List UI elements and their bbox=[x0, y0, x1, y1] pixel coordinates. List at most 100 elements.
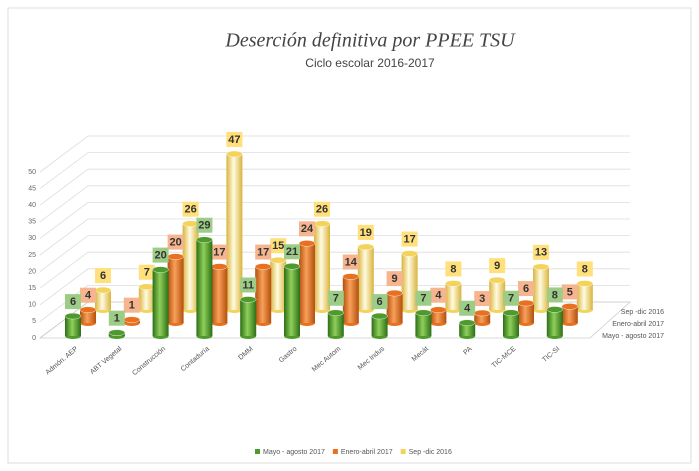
bar-top bbox=[211, 263, 228, 270]
bar bbox=[138, 283, 156, 313]
bar-body bbox=[196, 239, 213, 336]
depth-label: Sep -dic 2016 bbox=[621, 309, 664, 316]
bar-body bbox=[152, 269, 169, 336]
bar-top bbox=[123, 316, 141, 323]
legend-label: Mayo - agosto 2017 bbox=[263, 449, 325, 456]
bar bbox=[255, 263, 272, 326]
value-label: 15 bbox=[272, 240, 284, 252]
legend-label: Sep -dic 2016 bbox=[409, 449, 452, 456]
bar-body bbox=[80, 309, 96, 323]
bar-top bbox=[474, 309, 491, 317]
grid-line bbox=[39, 235, 630, 272]
value-label: 19 bbox=[360, 227, 372, 239]
bar bbox=[546, 306, 563, 339]
bar bbox=[327, 309, 344, 339]
value-label-box bbox=[108, 310, 125, 326]
value-label: 17 bbox=[213, 246, 225, 258]
bar bbox=[415, 309, 432, 339]
value-label: 8 bbox=[450, 263, 456, 275]
bar bbox=[79, 306, 97, 326]
value-label-box bbox=[255, 244, 272, 260]
y-tick-label: 5 bbox=[32, 318, 36, 325]
value-label: 24 bbox=[301, 223, 314, 235]
bar-top bbox=[138, 283, 156, 290]
value-label: 4 bbox=[435, 290, 442, 302]
value-label: 8 bbox=[552, 289, 558, 301]
bar-body bbox=[255, 266, 272, 323]
bar-body bbox=[459, 322, 476, 336]
bar-body bbox=[533, 266, 549, 310]
value-label: 4 bbox=[85, 290, 92, 302]
bar bbox=[167, 253, 184, 326]
bar-top bbox=[445, 280, 462, 287]
bar-body bbox=[314, 223, 330, 310]
bar-body bbox=[503, 312, 519, 336]
bar-body bbox=[489, 280, 506, 310]
legend-label: Enero-abril 2017 bbox=[341, 449, 393, 456]
value-label: 26 bbox=[316, 204, 328, 216]
y-tick-label: 45 bbox=[28, 185, 36, 192]
value-label-box bbox=[503, 290, 519, 306]
value-label: 8 bbox=[582, 263, 588, 275]
value-label: 1 bbox=[114, 313, 120, 325]
bar-body bbox=[138, 286, 155, 310]
value-label-box bbox=[474, 291, 491, 307]
bar-body bbox=[327, 312, 344, 336]
bar-body bbox=[342, 276, 359, 323]
bar-body bbox=[430, 309, 447, 323]
bar bbox=[459, 319, 476, 339]
grid-line bbox=[39, 152, 630, 189]
bar-top bbox=[226, 150, 243, 158]
bar bbox=[152, 266, 169, 339]
bar-top bbox=[182, 220, 199, 227]
value-label-box bbox=[533, 244, 549, 260]
bar-body bbox=[415, 312, 432, 336]
bar-body bbox=[270, 260, 287, 310]
bar bbox=[182, 220, 199, 313]
bar bbox=[532, 263, 550, 313]
bar bbox=[474, 309, 491, 326]
value-label-box bbox=[445, 261, 462, 277]
bar-body bbox=[240, 299, 257, 336]
value-label: 29 bbox=[198, 220, 210, 232]
depth-label: Mayo - agosto 2017 bbox=[602, 333, 664, 340]
value-label-box bbox=[152, 247, 169, 263]
bar-body bbox=[299, 243, 315, 323]
bar bbox=[123, 316, 141, 326]
bar-body bbox=[95, 290, 111, 310]
value-label-box bbox=[386, 271, 403, 287]
value-label: 9 bbox=[494, 260, 500, 272]
value-label: 1 bbox=[129, 300, 135, 312]
value-label: 17 bbox=[257, 246, 269, 258]
value-label: 9 bbox=[392, 273, 398, 285]
bar-top bbox=[108, 329, 126, 336]
y-tick-label: 15 bbox=[28, 285, 36, 292]
value-label: 17 bbox=[403, 233, 415, 245]
bar-body bbox=[386, 293, 403, 323]
grid-line bbox=[39, 185, 630, 223]
legend-swatch bbox=[400, 449, 406, 454]
value-label-box bbox=[226, 131, 243, 147]
value-label-box bbox=[430, 287, 447, 303]
bar bbox=[270, 257, 287, 313]
bar bbox=[561, 303, 578, 326]
value-label-box bbox=[80, 287, 96, 303]
value-label-box bbox=[138, 264, 155, 280]
bar-body bbox=[546, 309, 563, 336]
bar-top bbox=[313, 220, 331, 227]
bar bbox=[211, 263, 228, 326]
value-label-box bbox=[182, 201, 199, 217]
bar-body bbox=[65, 316, 81, 336]
bar-body bbox=[182, 223, 199, 310]
grid-line bbox=[39, 201, 630, 239]
y-tick-label: 40 bbox=[28, 202, 36, 209]
value-label-box bbox=[546, 287, 563, 303]
value-label-box bbox=[123, 297, 140, 313]
value-label: 7 bbox=[420, 293, 426, 305]
value-label-box bbox=[401, 231, 418, 247]
value-label: 3 bbox=[479, 293, 485, 305]
y-tick-label: 25 bbox=[28, 252, 36, 259]
y-tick-label: 10 bbox=[28, 302, 36, 309]
bar-body bbox=[371, 316, 388, 336]
